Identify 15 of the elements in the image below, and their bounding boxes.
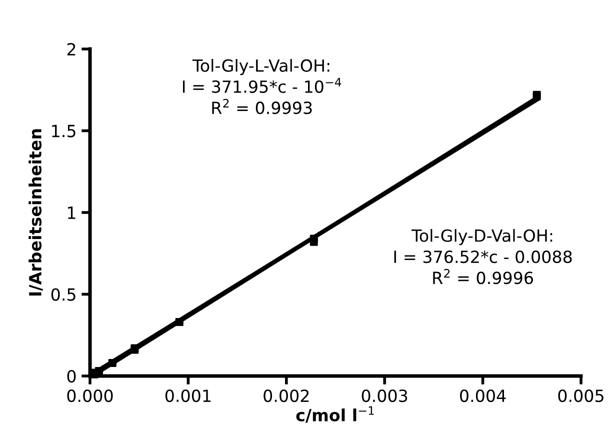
y-tick-label: 0.5 xyxy=(51,288,76,301)
y-tick-label: 2 xyxy=(67,42,76,56)
y-axis-title: I/Arbeitseinheiten xyxy=(28,129,43,296)
x-tick-label: 0.002 xyxy=(264,389,309,402)
x-tick-label: 0.005 xyxy=(558,389,604,402)
y-tick-label: 1.5 xyxy=(52,124,76,138)
annotation: Tol-Gly-D-Val-OH: I = 376.52*c - 0.0088 R$^{2}$ = 0.9996 xyxy=(394,229,572,284)
y-tick-label: 1 xyxy=(68,206,76,219)
y-tick-label: 0 xyxy=(67,370,76,383)
x-tick-label: 0.001 xyxy=(165,389,211,402)
x-tick-label: 0.004 xyxy=(460,389,506,402)
text: Tol-Gly-L-Val-OH: I = 371.95*c - 10$^{−4}$ R$^{2}$ = 0.9993 xyxy=(182,58,342,114)
x-axis-title: c/mol l$^{−1}$ xyxy=(296,406,374,423)
x-tick-label: 0.000 xyxy=(67,389,113,402)
x-tick-label: 0.003 xyxy=(362,389,408,402)
